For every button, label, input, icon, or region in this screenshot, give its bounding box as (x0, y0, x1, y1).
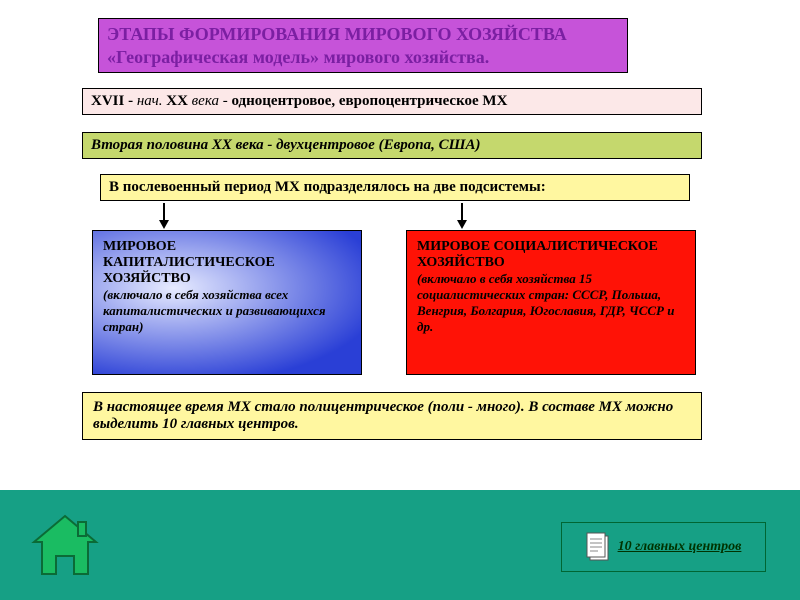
stage2-box: Вторая половина XX века - двухцентровое … (82, 132, 702, 159)
stage1-rest: XX (166, 93, 191, 109)
home-button[interactable] (30, 512, 100, 582)
bottom-note-box: В настоящее время МХ стало полицентричес… (82, 392, 702, 440)
nav-zone: 10 главных центров (0, 490, 800, 600)
subsystem-capitalist-box: МИРОВОЕ КАПИТАЛИСТИЧЕСКОЕ ХОЗЯЙСТВО (вкл… (92, 230, 362, 375)
subsystem-socialist-box: МИРОВОЕ СОЦИАЛИСТИЧЕСКОЕ ХОЗЯЙСТВО (вклю… (406, 230, 696, 375)
centers-link-button[interactable]: 10 главных центров (561, 522, 766, 572)
stage1-box: XVII - нач. XX века - одноцентровое, евр… (82, 88, 702, 115)
title-line2: «Географическая модель» мирового хозяйст… (107, 47, 489, 67)
stage1-italic: нач. (137, 93, 166, 109)
arrow-left-icon (158, 203, 170, 227)
home-icon (30, 512, 100, 582)
stage1-bold: одноцентровое, европоцентрическое МХ (231, 93, 507, 109)
title-line1: ЭТАПЫ ФОРМИРОВАНИЯ МИРОВОГО ХОЗЯЙСТВА (107, 24, 567, 44)
stage3-box: В послевоенный период МХ подразделялось … (100, 174, 690, 201)
centers-link-label: 10 главных центров (618, 539, 742, 555)
stage1-prefix: XVII - (91, 93, 137, 109)
subsystem-capitalist-title: МИРОВОЕ КАПИТАЛИСТИЧЕСКОЕ ХОЗЯЙСТВО (103, 239, 351, 287)
document-icon (586, 532, 612, 562)
title-box: ЭТАПЫ ФОРМИРОВАНИЯ МИРОВОГО ХОЗЯЙСТВА «Г… (98, 18, 628, 73)
subsystem-capitalist-detail: (включало в себя хозяйства всех капитали… (103, 287, 351, 335)
stage3-text: В послевоенный период МХ подразделялось … (109, 179, 546, 195)
stage1-italic2: века - (192, 93, 232, 109)
stage2-text: Вторая половина XX века - двухцентровое … (91, 137, 481, 153)
subsystem-socialist-title: МИРОВОЕ СОЦИАЛИСТИЧЕСКОЕ ХОЗЯЙСТВО (417, 239, 685, 271)
arrow-right-icon (456, 203, 468, 227)
bottom-note-text: В настоящее время МХ стало полицентричес… (93, 399, 673, 432)
subsystem-socialist-detail: (включало в себя хозяйства 15 социалисти… (417, 271, 685, 335)
